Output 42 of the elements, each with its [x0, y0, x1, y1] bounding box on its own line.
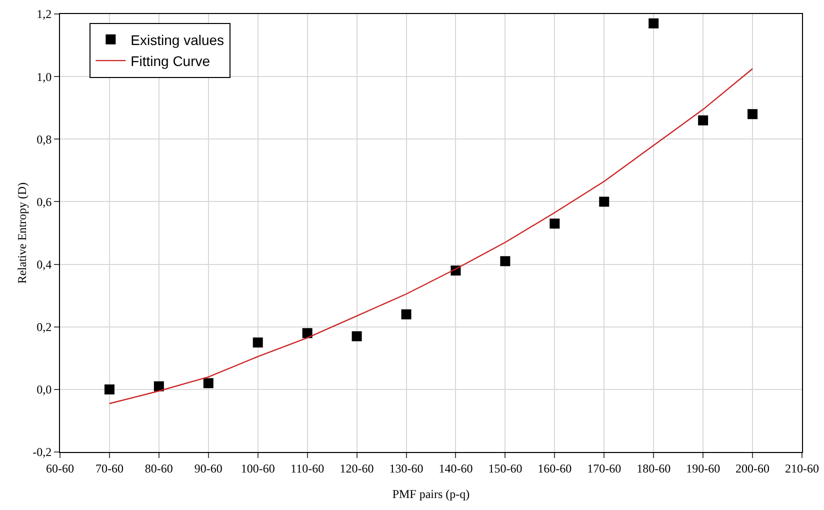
point [698, 115, 708, 126]
y-tick-label: -0,2 [32, 445, 52, 460]
point [154, 381, 164, 392]
x-tick-label: 150-60 [488, 461, 522, 476]
x-tick-label: 180-60 [636, 461, 671, 476]
y-axis-title: Relative Entropy (D) [15, 182, 29, 284]
point [302, 328, 312, 338]
point [203, 378, 214, 388]
point [599, 196, 610, 207]
x-tick-label: 210-60 [785, 461, 819, 476]
point [401, 309, 412, 320]
legend-label: Fitting Curve [130, 53, 210, 70]
x-tick-label: 120-60 [340, 461, 374, 476]
point [648, 18, 659, 28]
point [104, 384, 114, 394]
x-tick-label: 60-60 [46, 461, 74, 476]
x-tick-label: 70-60 [95, 461, 124, 476]
x-tick-label: 110-60 [290, 461, 324, 476]
y-tick-label: 0,6 [36, 194, 52, 209]
x-tick-label: 90-60 [194, 461, 222, 476]
point [500, 256, 510, 266]
x-tick-label: 190-60 [686, 461, 720, 476]
x-tick-label: 130-60 [389, 461, 424, 476]
x-tick-label: 170-60 [587, 461, 622, 476]
y-tick-label: 0,0 [36, 382, 52, 397]
y-tick-label: 0,4 [36, 257, 52, 272]
point [550, 218, 560, 229]
point [352, 331, 362, 342]
x-tick-label: 200-60 [736, 461, 770, 476]
point [252, 338, 263, 348]
x-tick-label: 100-60 [240, 461, 275, 476]
line-series [108, 68, 754, 404]
y-tick-label: 1,0 [36, 70, 52, 84]
x-axis-title: PMF pairs (p-q) [392, 487, 470, 501]
x-tick-label: 160-60 [538, 461, 572, 476]
point [748, 109, 758, 120]
x-tick-label: 80-60 [144, 461, 173, 476]
legend-label: Existing values [130, 32, 224, 48]
x-tick-label: 140-60 [438, 461, 473, 476]
y-tick-label: 0,8 [36, 132, 52, 146]
y-tick-label: 1,2 [36, 7, 52, 22]
y-tick-label: 0,2 [36, 320, 52, 334]
